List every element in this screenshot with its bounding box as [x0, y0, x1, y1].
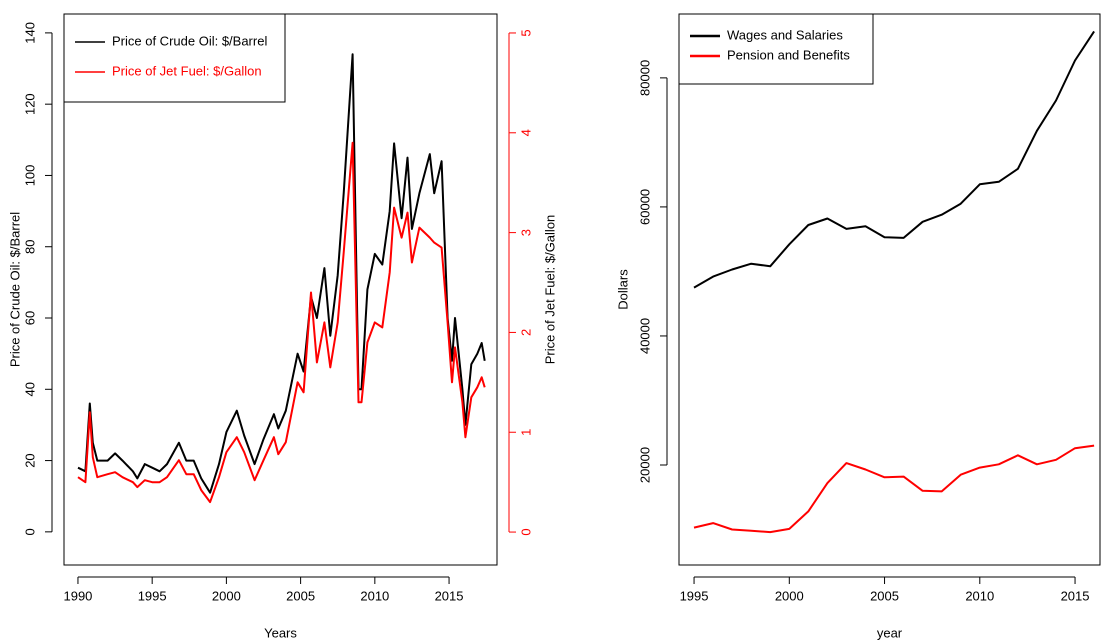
y2-tick-label: 5 [518, 29, 533, 36]
y2-tick-label: 2 [518, 329, 533, 336]
series-line [77, 53, 486, 494]
y-tick-label: 20 [22, 453, 37, 467]
y-tick-label: 20000 [637, 447, 652, 483]
series-line [693, 444, 1095, 534]
legend-label: Price of Jet Fuel: $/Gallon [112, 63, 262, 78]
y-tick-label: 0 [22, 528, 37, 535]
y-tick-label: 140 [22, 22, 37, 44]
x-tick-label: 2010 [965, 588, 994, 603]
y2-axis-label: Price of Jet Fuel: $/Gallon [542, 215, 557, 365]
y-tick-label: 120 [22, 93, 37, 115]
y2-tick-label: 3 [518, 229, 533, 236]
y-tick-label: 60000 [637, 189, 652, 225]
y2-tick-label: 0 [518, 528, 533, 535]
legend-label: Wages and Salaries [727, 27, 843, 42]
x-tick-label: 2010 [360, 588, 389, 603]
y-axis-label: Dollars [615, 269, 630, 310]
series-line [693, 30, 1095, 289]
y2-tick-label: 1 [518, 429, 533, 436]
x-tick-label: 2015 [435, 588, 464, 603]
y-tick-label: 40 [22, 382, 37, 396]
legend-label: Price of Crude Oil: $/Barrel [112, 33, 267, 48]
legend-box [63, 13, 286, 103]
x-tick-label: 1990 [63, 588, 92, 603]
x-tick-label: 1995 [680, 588, 709, 603]
plot-box [678, 13, 1101, 566]
legend-label: Pension and Benefits [727, 47, 850, 62]
x-axis-label: year [877, 625, 903, 640]
x-tick-label: 2005 [286, 588, 315, 603]
y2-tick-label: 4 [518, 129, 533, 136]
y-tick-label: 80 [22, 239, 37, 253]
series-line [77, 141, 486, 504]
x-tick-label: 2000 [212, 588, 241, 603]
x-tick-label: 2015 [1061, 588, 1090, 603]
x-axis-label: Years [264, 625, 297, 640]
y-tick-label: 60 [22, 311, 37, 325]
x-tick-label: 2000 [775, 588, 804, 603]
y-tick-label: 80000 [637, 60, 652, 96]
y-tick-label: 100 [22, 165, 37, 187]
legend-box [678, 13, 874, 85]
x-tick-label: 1995 [138, 588, 167, 603]
x-tick-label: 2005 [870, 588, 899, 603]
y-axis-label: Price of Crude Oil: $/Barrel [7, 212, 22, 367]
y-tick-label: 40000 [637, 318, 652, 354]
